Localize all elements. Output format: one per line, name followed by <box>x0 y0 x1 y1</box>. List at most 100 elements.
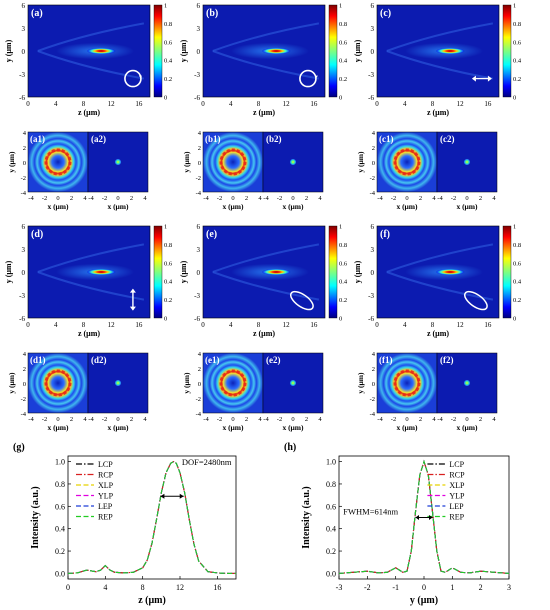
x-tick-label: 2 <box>305 416 308 423</box>
focal-spot <box>289 379 297 387</box>
x-tick-label: 4 <box>492 195 496 202</box>
x-tick-label: 12 <box>176 583 184 592</box>
x-axis-label: x (μm) <box>47 202 69 211</box>
zy-panel: (a)630-3-60 4 8 12 16z (μm)y (μm)00.20.40.60… <box>4 2 173 117</box>
dof-annotation: DOF=2480nm <box>182 457 232 467</box>
x-tick-label: 0 <box>26 321 30 329</box>
panel-label: (f) <box>380 229 390 240</box>
y-axis-label: y (μm) <box>7 372 16 394</box>
x-tick-label: -4 <box>28 195 34 202</box>
y-tick-label: -3 <box>194 292 200 300</box>
colorbar-tick-label: 0.2 <box>164 76 172 83</box>
panel-label: (c1) <box>379 134 394 144</box>
legend-label: YLP <box>449 492 465 501</box>
hot-ring <box>393 369 421 397</box>
focus-spot <box>435 47 465 55</box>
colorbar-tick-label: 0.8 <box>513 21 521 28</box>
y-tick-label: 0 <box>22 48 26 56</box>
y-tick-label: 4 <box>198 130 202 137</box>
x-tick-label: 0 <box>231 195 234 202</box>
panel-label: (f1) <box>379 355 393 365</box>
y-tick-label: 4 <box>23 130 27 137</box>
x-tick-label: 0 <box>375 100 379 108</box>
zy-panel: (e)630-3-60 4 8 12 16z (μm)y (μm)00.20.40.60… <box>179 223 348 338</box>
y-tick-label: 0.2 <box>55 547 65 556</box>
y-tick-label: 2 <box>198 145 201 152</box>
colorbar-tick-label: 0.2 <box>513 297 521 304</box>
ring-pattern-heatmap <box>203 353 263 413</box>
x-tick-label: -4 <box>437 195 443 202</box>
panel-label: (c2) <box>440 134 455 144</box>
zy-frame <box>27 4 151 98</box>
y-axis-label: y (μm) <box>179 39 188 62</box>
series-line-rep <box>67 460 236 574</box>
x-tick-label: 0 <box>201 100 205 108</box>
x-tick-label: -2 <box>391 416 396 423</box>
x-tick-label: -4 <box>263 195 269 202</box>
y-axis-label: y (μm) <box>353 39 362 62</box>
y-tick-label: 3 <box>22 246 26 254</box>
x-tick-label: 4 <box>403 321 407 329</box>
x-axis-label: z (μm) <box>253 329 275 338</box>
y-axis-label: y (μm) <box>356 151 365 173</box>
focal-spot <box>114 158 122 166</box>
x-tick-label: 0 <box>291 416 294 423</box>
y-tick-label: 0 <box>198 381 201 388</box>
x-axis-label: x (μm) <box>47 423 69 432</box>
colorbar-tick-label: 1 <box>339 3 342 10</box>
y-tick-label: -6 <box>19 94 25 102</box>
x-tick-label: -1 <box>392 583 399 592</box>
xy-pair: (e1) (e2)420-2-4-4 -2 0 2 4x (μm)-4 -2 0 2 4x (μm… <box>182 351 324 432</box>
colorbar-tick-label: 0.4 <box>164 279 173 286</box>
colorbar <box>328 4 338 98</box>
x-tick-label: 0 <box>56 195 59 202</box>
y-tick-label: -6 <box>19 315 25 323</box>
zy-panel: (f)630-3-60 4 8 12 16z (μm)y (μm)00.20.40.60… <box>353 223 522 338</box>
colorbar-tick-label: 0.4 <box>164 58 173 65</box>
xy-frame <box>262 131 324 193</box>
panel-label: (b2) <box>266 134 282 144</box>
y-tick-label: -6 <box>194 94 200 102</box>
x-tick-label: 1 <box>450 583 454 592</box>
colorbar-tick-label: 0.6 <box>339 260 348 267</box>
panel-label: (e) <box>206 229 217 240</box>
colorbar-tick-label: 0.6 <box>164 39 173 46</box>
y-tick-label: -2 <box>21 175 26 182</box>
panel-label: (d2) <box>91 355 107 365</box>
xy-frame <box>436 131 498 193</box>
y-tick-label: 0.4 <box>55 525 65 534</box>
x-tick-label: -4 <box>28 416 34 423</box>
side-lobe <box>37 243 145 273</box>
y-tick-label: -2 <box>21 396 26 403</box>
x-tick-label: -2 <box>277 416 282 423</box>
x-tick-label: -2 <box>391 195 396 202</box>
y-tick-label: 0.8 <box>55 480 65 489</box>
xy-frame <box>87 131 149 193</box>
x-tick-label: -4 <box>88 416 94 423</box>
x-tick-label: 2 <box>130 416 133 423</box>
colorbar-tick-label: 0 <box>164 316 167 323</box>
x-tick-label: -2 <box>102 195 107 202</box>
colorbar-tick-label: 1 <box>164 3 167 10</box>
colorbar <box>328 225 338 319</box>
series-line-rep <box>338 459 510 574</box>
x-tick-label: -2 <box>217 416 222 423</box>
y-axis-label: y (μm) <box>179 260 188 283</box>
x-tick-label: 2 <box>479 416 482 423</box>
x-tick-label: -2 <box>451 416 456 423</box>
x-axis-label: z (μm) <box>253 108 275 117</box>
y-tick-label: 6 <box>371 2 375 10</box>
colorbar-tick-label: 0 <box>339 95 342 102</box>
hot-ring <box>219 148 247 176</box>
colorbar <box>153 4 163 98</box>
xy-pair: (a1) (a2)420-2-4-4 -2 0 2 4x (μm)-4 -2 0 2 4x (μm… <box>7 130 149 211</box>
colorbar-tick-label: 0.6 <box>339 39 348 46</box>
colorbar-tick-label: 0.8 <box>513 242 521 249</box>
y-axis-label: y (μm) <box>4 260 13 283</box>
colorbar <box>153 225 163 319</box>
x-tick-label: 12 <box>457 321 465 329</box>
y-tick-label: 3 <box>371 246 375 254</box>
ring-pattern-heatmap <box>377 132 437 192</box>
y-axis-label: y (μm) <box>7 151 16 173</box>
legend-label: LCP <box>98 460 113 469</box>
